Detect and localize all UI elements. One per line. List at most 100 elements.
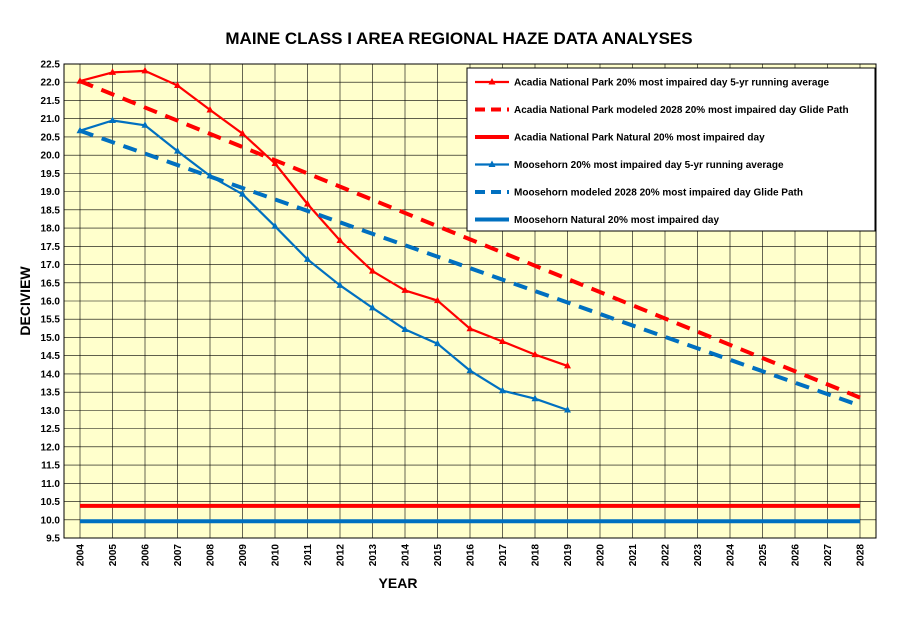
y-tick-label: 22.0 <box>41 78 61 89</box>
y-tick-label: 17.5 <box>41 242 61 253</box>
data-point <box>531 350 539 358</box>
data-point <box>174 81 181 89</box>
data-point <box>141 66 149 74</box>
data-point <box>109 116 116 124</box>
x-tick-label: 2024 <box>726 544 737 567</box>
y-tick-label: 19.5 <box>41 169 61 180</box>
legend: Acadia National Park 20% most impaired d… <box>466 67 876 232</box>
x-tick-label: 2004 <box>76 544 87 567</box>
series-layer <box>76 66 861 524</box>
y-tick-label: 13.0 <box>41 406 61 417</box>
data-point <box>304 200 311 207</box>
y-tick-label: 13.5 <box>41 388 61 399</box>
y-tick-label: 16.0 <box>41 297 61 308</box>
data-point <box>434 339 441 347</box>
data-point <box>206 105 214 113</box>
y-tick-label: 22.5 <box>41 60 61 71</box>
legend-label-3: Acadia National Park Natural 20% most im… <box>514 133 765 144</box>
data-point <box>304 255 311 262</box>
data-point <box>401 286 409 293</box>
y-tick-label: 15.0 <box>41 333 61 344</box>
x-tick-label: 2007 <box>173 544 184 567</box>
data-point <box>141 121 149 128</box>
x-tick-label: 2016 <box>466 544 477 567</box>
data-point <box>499 386 506 394</box>
y-tick-label: 17.0 <box>41 260 61 271</box>
y-tick-label: 20.5 <box>41 132 61 143</box>
y-tick-label: 10.5 <box>41 497 61 508</box>
legend-label-4: Moosehorn 20% most impaired day 5-yr run… <box>514 160 784 171</box>
y-tick-label: 14.0 <box>41 369 61 380</box>
data-point <box>531 394 539 402</box>
y-tick-label: 20.0 <box>41 151 61 162</box>
data-point <box>564 361 571 369</box>
x-tick-label: 2012 <box>336 544 347 567</box>
y-tick-label: 12.5 <box>41 424 61 435</box>
x-tick-label: 2022 <box>661 544 672 567</box>
data-point <box>239 190 246 197</box>
data-point <box>401 325 409 332</box>
data-point <box>174 147 181 154</box>
series-line-4 <box>79 119 568 412</box>
legend-box <box>466 67 876 232</box>
data-point <box>466 366 474 374</box>
x-tick-label: 2008 <box>206 544 217 567</box>
data-point <box>109 68 116 75</box>
data-point <box>336 281 344 288</box>
data-point <box>239 129 246 137</box>
x-tick-label: 2017 <box>498 544 509 567</box>
y-tick-label: 21.0 <box>41 114 61 125</box>
x-tick-label: 2009 <box>238 544 249 567</box>
y-tick-label: 11.0 <box>41 479 60 490</box>
y-tick-label: 12.0 <box>41 442 61 453</box>
series-line-2 <box>79 79 861 400</box>
data-point <box>466 324 474 332</box>
x-tick-label: 2028 <box>856 544 867 567</box>
y-tick-label: 18.0 <box>41 224 61 235</box>
y-axis-title: DECIVIEW <box>17 266 33 336</box>
x-axis-ticks: 2004 2005 2006 2007 2008 2009 2010 2011 2012 2013… <box>76 544 867 567</box>
x-tick-label: 2015 <box>433 544 444 567</box>
y-tick-label: 9.5 <box>46 534 60 545</box>
chart-title: MAINE CLASS I AREA REGIONAL HAZE DATA AN… <box>225 29 692 48</box>
y-tick-label: 14.5 <box>41 351 61 362</box>
data-point <box>336 236 344 243</box>
x-tick-label: 2006 <box>141 544 152 567</box>
series-line-1 <box>79 69 568 367</box>
legend-marker <box>488 78 496 85</box>
y-tick-label: 10.0 <box>41 515 61 526</box>
y-axis-ticks: 9.5 10.0 10.5 11.0 11.5 12.0 12.5 13.0 13.5 14.0 1… <box>41 60 61 545</box>
y-tick-label: 21.5 <box>41 96 61 107</box>
x-tick-label: 2027 <box>823 544 834 567</box>
y-tick-label: 19.0 <box>41 187 61 198</box>
x-tick-label: 2020 <box>596 544 607 567</box>
x-tick-label: 2019 <box>563 544 574 567</box>
legend-label-6: Moosehorn Natural 20% most impaired day <box>514 215 719 226</box>
x-tick-label: 2026 <box>791 544 802 567</box>
x-tick-label: 2018 <box>531 544 542 567</box>
x-tick-label: 2005 <box>108 544 119 567</box>
y-tick-label: 11.5 <box>41 461 60 472</box>
data-point <box>369 303 376 311</box>
x-tick-label: 2025 <box>758 544 769 567</box>
legend-label-1: Acadia National Park 20% most impaired d… <box>514 78 830 89</box>
x-tick-label: 2023 <box>693 544 704 567</box>
legend-label-5: Moosehorn modeled 2028 20% most impaired… <box>514 188 803 199</box>
legend-label-2: Acadia National Park modeled 2028 20% mo… <box>514 105 849 116</box>
y-tick-label: 16.5 <box>41 278 61 289</box>
data-point <box>271 159 279 167</box>
x-tick-label: 2013 <box>368 544 379 567</box>
x-tick-label: 2021 <box>628 544 639 567</box>
y-tick-label: 18.5 <box>41 205 61 216</box>
data-point <box>369 267 376 274</box>
x-tick-label: 2010 <box>271 544 282 567</box>
x-tick-label: 2011 <box>303 544 314 566</box>
data-point <box>271 222 279 229</box>
legend-marker <box>488 160 496 167</box>
x-axis-title: YEAR <box>379 575 418 591</box>
data-point <box>564 406 571 413</box>
x-tick-label: 2014 <box>401 544 412 567</box>
data-point <box>499 337 506 344</box>
y-tick-label: 15.5 <box>41 315 61 326</box>
